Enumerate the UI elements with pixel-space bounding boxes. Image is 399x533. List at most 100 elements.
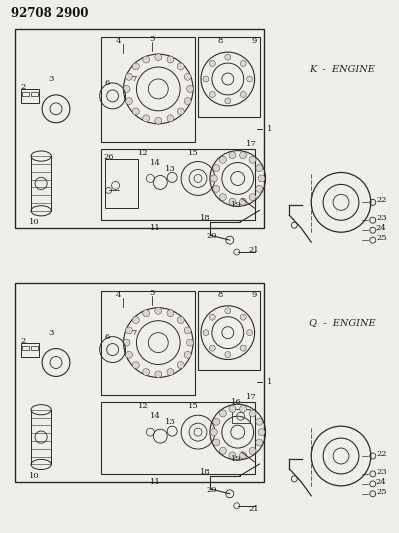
Circle shape: [247, 76, 253, 82]
Bar: [101, 149, 255, 220]
Circle shape: [229, 406, 236, 413]
Circle shape: [239, 452, 247, 459]
Text: Q  -  ENGINE: Q - ENGINE: [309, 318, 376, 327]
Bar: [101, 402, 255, 474]
Text: 1: 1: [267, 125, 272, 133]
Text: 18: 18: [200, 468, 210, 476]
Text: 15: 15: [188, 402, 198, 410]
Circle shape: [225, 308, 231, 314]
Circle shape: [229, 198, 236, 205]
Circle shape: [229, 452, 236, 459]
Circle shape: [209, 92, 215, 98]
Text: 10: 10: [29, 218, 40, 226]
Circle shape: [155, 54, 162, 61]
Bar: [198, 291, 260, 370]
Text: 11: 11: [150, 224, 161, 232]
Circle shape: [125, 98, 132, 104]
Circle shape: [225, 352, 231, 358]
Bar: [22, 92, 29, 96]
Bar: [232, 409, 250, 423]
Circle shape: [187, 339, 194, 346]
Text: 12: 12: [138, 149, 149, 157]
Text: 24: 24: [376, 224, 387, 232]
Text: 8: 8: [217, 37, 223, 45]
Bar: [198, 37, 260, 117]
Text: 2: 2: [20, 337, 26, 345]
Circle shape: [167, 310, 174, 317]
Circle shape: [239, 152, 247, 159]
Circle shape: [240, 314, 246, 320]
Circle shape: [256, 185, 263, 192]
Text: 26: 26: [103, 152, 114, 160]
Text: 92708 2900: 92708 2900: [11, 7, 89, 20]
Bar: [105, 158, 138, 208]
Text: 7: 7: [131, 75, 136, 83]
Circle shape: [249, 156, 256, 163]
Circle shape: [239, 198, 247, 205]
Circle shape: [177, 63, 184, 70]
Bar: [15, 29, 264, 228]
Bar: [31, 92, 38, 96]
Circle shape: [229, 152, 236, 159]
Text: 16: 16: [231, 398, 242, 406]
Text: 4: 4: [116, 37, 121, 45]
Circle shape: [155, 308, 162, 314]
Bar: [21, 89, 39, 103]
Bar: [31, 345, 38, 350]
Text: 23: 23: [376, 468, 387, 476]
Circle shape: [239, 406, 247, 413]
Circle shape: [210, 175, 217, 182]
Text: K  -  ENGINE: K - ENGINE: [309, 64, 375, 74]
Text: 25: 25: [376, 234, 387, 242]
Text: 17: 17: [246, 140, 257, 148]
Bar: [22, 345, 29, 350]
Text: 3: 3: [48, 329, 54, 337]
Circle shape: [225, 54, 231, 60]
Circle shape: [123, 339, 130, 346]
Text: 22: 22: [376, 196, 387, 204]
Text: 20: 20: [207, 486, 217, 494]
Text: 6: 6: [104, 79, 109, 87]
Circle shape: [258, 429, 265, 435]
Circle shape: [132, 108, 139, 115]
Circle shape: [184, 98, 191, 104]
Circle shape: [213, 439, 220, 446]
Text: 5: 5: [150, 289, 155, 297]
Text: 21: 21: [248, 505, 259, 513]
Text: 6: 6: [104, 333, 109, 341]
Text: 7: 7: [131, 329, 136, 337]
Circle shape: [256, 165, 263, 172]
Circle shape: [256, 439, 263, 446]
Circle shape: [184, 73, 191, 80]
Circle shape: [219, 156, 226, 163]
Circle shape: [143, 310, 150, 317]
Circle shape: [209, 314, 215, 320]
Circle shape: [209, 345, 215, 351]
Text: 10: 10: [29, 472, 40, 480]
Circle shape: [125, 73, 132, 80]
Text: 19: 19: [231, 455, 242, 463]
Circle shape: [258, 175, 265, 182]
Circle shape: [177, 108, 184, 115]
Bar: [101, 37, 195, 142]
Circle shape: [187, 85, 194, 92]
Text: 4: 4: [116, 291, 121, 299]
Circle shape: [177, 317, 184, 324]
Circle shape: [249, 447, 256, 454]
Circle shape: [155, 371, 162, 378]
Text: 19: 19: [231, 201, 242, 209]
Bar: [101, 291, 195, 395]
Circle shape: [167, 56, 174, 63]
Text: 23: 23: [376, 214, 387, 222]
Text: 5: 5: [150, 35, 155, 43]
Circle shape: [219, 447, 226, 454]
Text: 12: 12: [138, 402, 149, 410]
Text: 14: 14: [150, 412, 161, 420]
Circle shape: [209, 61, 215, 67]
Circle shape: [203, 76, 209, 82]
Text: 1: 1: [267, 378, 272, 386]
Circle shape: [184, 351, 191, 358]
Circle shape: [125, 327, 132, 334]
Text: 8: 8: [217, 291, 223, 299]
Circle shape: [247, 330, 253, 336]
